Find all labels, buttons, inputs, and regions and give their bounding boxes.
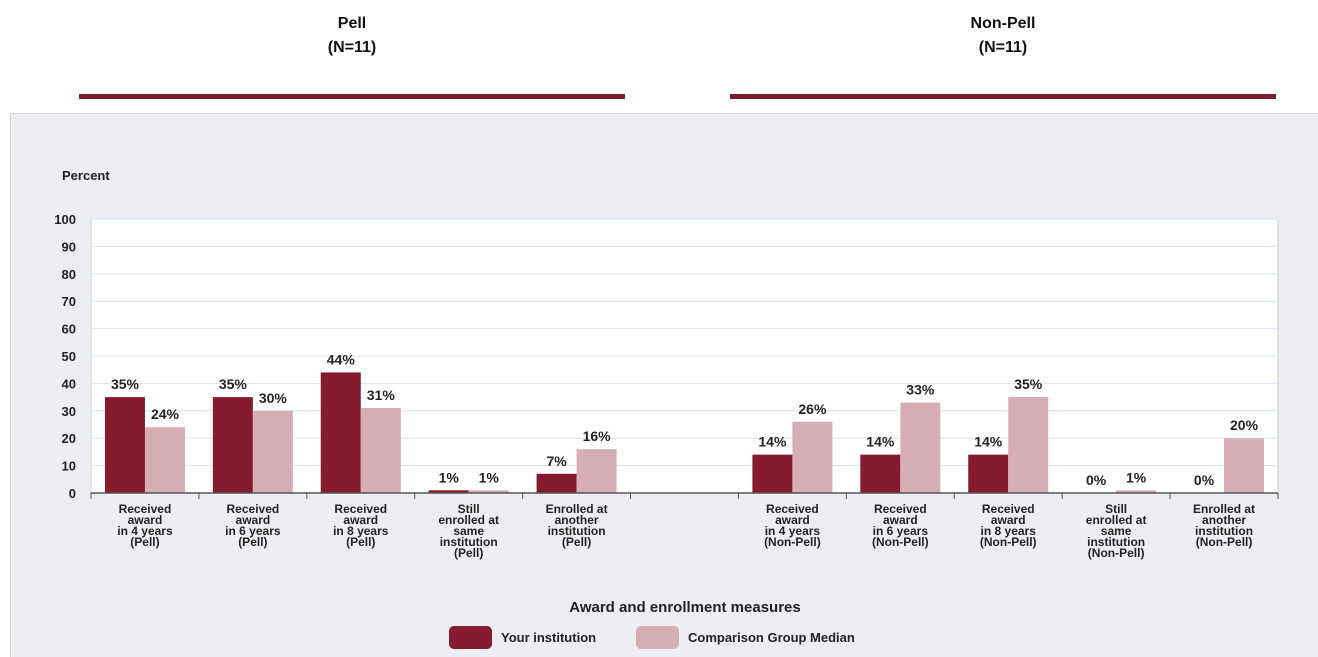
data-label: 1% xyxy=(479,469,500,485)
bar-your-institution xyxy=(968,454,1009,493)
group-divider-non-pell xyxy=(730,94,1276,99)
bar-comparison-group-median xyxy=(468,490,509,493)
data-label: 31% xyxy=(367,387,396,403)
category-label: Received award in 6 years (Non-Pell) xyxy=(872,502,929,549)
y-tick-label: 70 xyxy=(62,294,76,309)
bar-your-institution xyxy=(320,372,361,493)
y-tick-label: 0 xyxy=(69,486,76,501)
bar-comparison-group-median xyxy=(900,402,941,493)
group-divider-pell xyxy=(79,94,625,99)
category-label: Received award in 8 years (Pell) xyxy=(333,502,389,549)
data-label: 26% xyxy=(798,401,827,417)
category-label: Received award in 8 years (Non-Pell) xyxy=(980,502,1037,549)
legend-label-your-institution: Your institution xyxy=(501,630,596,645)
data-label: 14% xyxy=(974,434,1003,450)
bar-your-institution xyxy=(212,397,253,493)
y-tick-label: 60 xyxy=(62,322,76,337)
data-label: 30% xyxy=(259,390,288,406)
y-axis-title: Percent xyxy=(62,168,110,183)
y-tick-label: 100 xyxy=(54,212,76,227)
data-label: 35% xyxy=(111,376,140,392)
data-label: 24% xyxy=(151,406,180,422)
category-label: Still enrolled at same institution (Pell) xyxy=(438,502,499,560)
category-label: Still enrolled at same institution (Non-Pell… xyxy=(1086,502,1147,560)
data-label: 20% xyxy=(1230,417,1259,433)
bar-comparison-group-median xyxy=(576,449,617,493)
bar-your-institution xyxy=(104,397,145,493)
bar-your-institution xyxy=(536,473,577,493)
group-header-pell: Pell (N=11) xyxy=(79,12,625,60)
data-label: 16% xyxy=(583,428,612,444)
y-tick-label: 90 xyxy=(62,239,76,254)
y-tick-label: 50 xyxy=(62,349,76,364)
y-tick-label: 10 xyxy=(62,459,76,474)
category-label: Received award in 6 years (Pell) xyxy=(225,502,281,549)
data-label: 35% xyxy=(219,376,248,392)
group-header-non-pell: Non-Pell (N=11) xyxy=(730,12,1276,60)
y-tick-label: 80 xyxy=(62,267,76,282)
data-label: 7% xyxy=(546,453,567,469)
category-label: Received award in 4 years (Non-Pell) xyxy=(764,502,821,549)
bar-comparison-group-median xyxy=(792,421,833,493)
y-tick-label: 20 xyxy=(62,431,76,446)
x-axis-title: Award and enrollment measures xyxy=(569,599,800,616)
data-label: 33% xyxy=(906,382,935,398)
group-count-pell: (N=11) xyxy=(327,39,377,56)
bar-comparison-group-median xyxy=(1224,438,1265,493)
legend-swatch-your-institution xyxy=(449,626,492,649)
data-label: 35% xyxy=(1014,376,1043,392)
group-title-non-pell: Non-Pell xyxy=(970,15,1036,32)
bar-comparison-group-median xyxy=(1008,397,1049,493)
data-label: 44% xyxy=(327,351,356,367)
y-tick-label: 40 xyxy=(62,376,76,391)
group-count-non-pell: (N=11) xyxy=(978,39,1028,56)
bar-your-institution xyxy=(428,490,469,493)
data-label: 0% xyxy=(1194,472,1215,488)
bar-your-institution xyxy=(860,454,901,493)
bar-comparison-group-median xyxy=(144,427,185,493)
category-label: Enrolled at another institution (Pell) xyxy=(546,502,608,549)
bar-comparison-group-median xyxy=(1116,490,1157,493)
data-label: 14% xyxy=(866,434,895,450)
data-label: 1% xyxy=(439,469,460,485)
legend-swatch-comparison-group-median xyxy=(636,626,679,649)
category-label: Received award in 4 years (Pell) xyxy=(117,502,173,549)
data-label: 14% xyxy=(758,434,787,450)
data-label: 1% xyxy=(1126,469,1147,485)
bar-comparison-group-median xyxy=(252,410,293,493)
group-title-pell: Pell xyxy=(337,15,367,32)
category-label: Enrolled at another institution (Non-Pell) xyxy=(1193,502,1255,549)
legend-label-comparison-group-median: Comparison Group Median xyxy=(688,630,855,645)
y-tick-label: 30 xyxy=(62,404,76,419)
data-label: 0% xyxy=(1086,472,1107,488)
bar-comparison-group-median xyxy=(360,408,401,493)
bar-your-institution xyxy=(752,454,793,493)
legend: Your institution Comparison Group Median xyxy=(449,626,855,649)
